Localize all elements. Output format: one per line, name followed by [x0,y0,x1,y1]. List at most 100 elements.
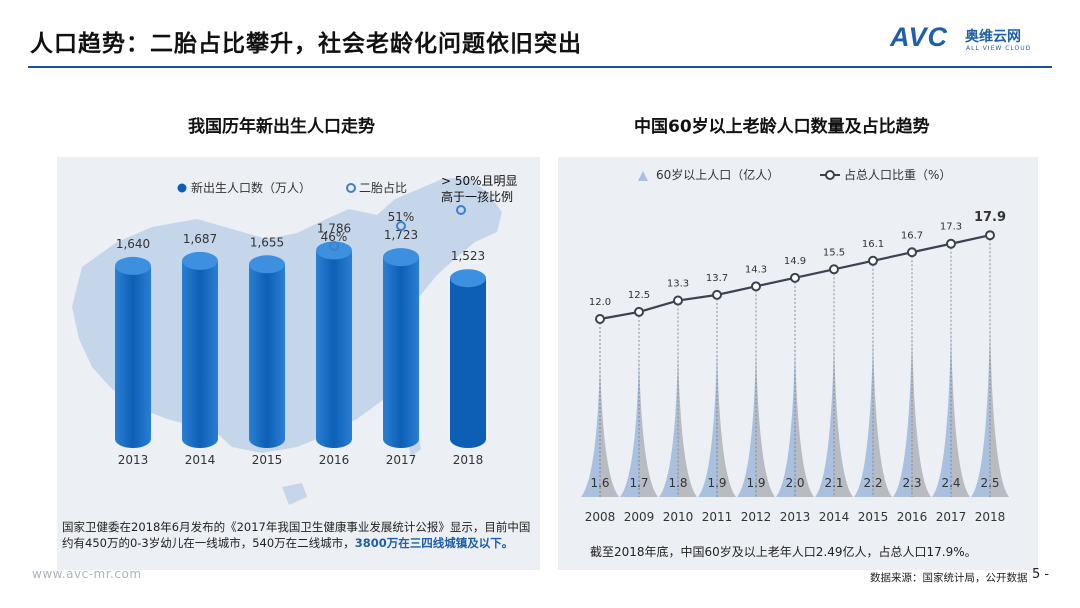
elderly-spike-left [815,341,834,497]
right-chart-title: 中国60岁以上老龄人口数量及占比趋势 [634,117,930,137]
elderly-value-label: 2.5 [980,476,999,490]
legend-line-label: 占总人口比重（%） [844,167,951,182]
elderly-spike-right [639,357,658,497]
share-point [595,314,605,324]
elderly-spike-left [776,345,795,497]
birth-value-label: 1,723 [384,228,418,242]
elderly-value-label: 1.9 [746,476,765,490]
birth-bar [182,260,218,448]
share-value-label: 16.1 [862,239,884,250]
aging-chart: 60岁以上人口（亿人） 占总人口比重（%） 1.6 2008 1.7 2009 1.8 2… [581,167,1009,524]
elderly-spike-left [971,325,990,497]
elderly-spike-right [834,341,853,497]
birth-value-label: 1,687 [183,232,217,246]
birth-bar [383,257,419,448]
second-child-ratio-marker [329,241,339,251]
share-point [829,264,839,275]
share-point [790,272,800,283]
share-value-label: 17.9 [974,210,1006,225]
annotation-line-1: > 50%且明显 [441,174,518,188]
second-child-ratio-marker [396,221,406,231]
left-note-highlight: 3800万在三四线城镇及以下。 [354,536,514,550]
right-note: 截至2018年底，中国60岁及以上老年人口2.49亿人，占总人口17.9%。 [590,545,977,559]
share-value-label: 14.9 [784,256,806,267]
elderly-year-label: 2012 [741,510,772,524]
page-title: 人口趋势：二胎占比攀升，社会老龄化问题依旧突出 [30,31,582,57]
left-note: 国家卫健委在2018年6月发布的《2017年我国卫生健康事业发展统计公报》显示，… [62,519,532,551]
elderly-value-label: 2.2 [863,476,882,490]
birth-value-label: 1,786 [317,221,351,235]
logo-english-name: ALL VIEW CLOUD [966,45,1032,52]
birth-year-label: 2014 [185,453,216,467]
header-divider [28,66,1052,68]
legend-line-dot [825,170,835,180]
watermark: www.avc-mr.com [32,567,142,581]
elderly-spike-right [912,333,931,497]
birth-value-label: 1,640 [116,237,150,251]
legend-bar-marker [177,183,187,193]
logo-mark: AVC [890,22,949,52]
elderly-value-label: 1.9 [707,476,726,490]
birth-year-label: 2018 [453,453,484,467]
page-number: 5 - [1032,567,1050,582]
elderly-value-label: 1.7 [629,476,648,490]
legend-ratio-marker [346,183,356,193]
share-value-label: 12.5 [628,290,650,301]
second-child-ratio-label: 46% [321,230,348,244]
elderly-year-label: 2017 [936,510,967,524]
elderly-year-label: 2010 [663,510,694,524]
share-point [868,255,878,266]
birth-year-label: 2015 [252,453,283,467]
elderly-spike-right [951,329,970,497]
elderly-spike-left [620,357,639,497]
birth-bar [115,265,151,448]
elderly-spikes: 1.6 2008 1.7 2009 1.8 2010 1.9 2011 1.9 2012 2.0 20… [581,235,1009,524]
elderly-spike-left [698,349,717,497]
elderly-spike-left [581,361,600,497]
share-value-label: 13.3 [667,279,689,290]
share-value-label: 15.5 [823,247,845,258]
birth-value-label: 1,655 [250,235,284,249]
elderly-spike-right [873,337,892,497]
birth-bar-cap [182,251,218,270]
second-child-ratio-label: 51% [388,210,415,224]
share-point [907,247,917,258]
elderly-year-label: 2011 [702,510,733,524]
elderly-spike-right [717,349,736,497]
elderly-value-label: 2.3 [902,476,921,490]
elderly-value-label: 1.6 [590,476,609,490]
elderly-year-label: 2016 [897,510,928,524]
birth-year-label: 2013 [118,453,149,467]
share-value-label: 14.3 [745,264,767,275]
birth-value-label: 1,523 [451,249,485,263]
share-value-label: 16.7 [901,230,923,241]
share-value-label: 17.3 [940,222,962,233]
birth-bar [450,278,486,448]
elderly-spike-left [737,349,756,497]
left-chart-panel: 新出生人口数（万人） 二胎占比 > 50%且明显 高于一孩比例 1,640 201… [57,157,540,570]
elderly-spike-left [854,337,873,497]
share-point [946,238,956,249]
birth-bar-cap [450,269,486,288]
brand-logo: AVC 奥维云网 ALL VIEW CLOUD [890,22,1060,62]
legend-spike-marker [638,171,648,181]
right-legend: 60岁以上人口（亿人） 占总人口比重（%） [638,167,951,182]
birth-bar-cap [115,256,151,275]
elderly-share-line: 12.0 12.5 13.3 13.7 14.3 14.9 15.5 16.1 16.7 17.3… [589,210,1006,324]
data-source: 数据来源：国家统计局，公开数据 [870,572,1028,584]
birth-chart: 新出生人口数（万人） 二胎占比 > 50%且明显 高于一孩比例 1,640 201… [72,174,518,505]
legend-spike-label: 60岁以上人口（亿人） [656,167,779,182]
elderly-spike-right [990,325,1009,497]
legend-ratio-label: 二胎占比 [359,180,407,195]
share-value-label: 12.0 [589,297,611,308]
birth-year-label: 2017 [386,453,417,467]
hainan-island-shape [282,483,307,505]
birth-bar [316,250,352,448]
elderly-spike-right [756,349,775,497]
elderly-year-label: 2015 [858,510,889,524]
elderly-spike-right [600,361,619,497]
share-point [751,281,761,292]
birth-year-label: 2016 [319,453,350,467]
annotation-marker [456,205,466,215]
birth-bar [249,264,285,448]
